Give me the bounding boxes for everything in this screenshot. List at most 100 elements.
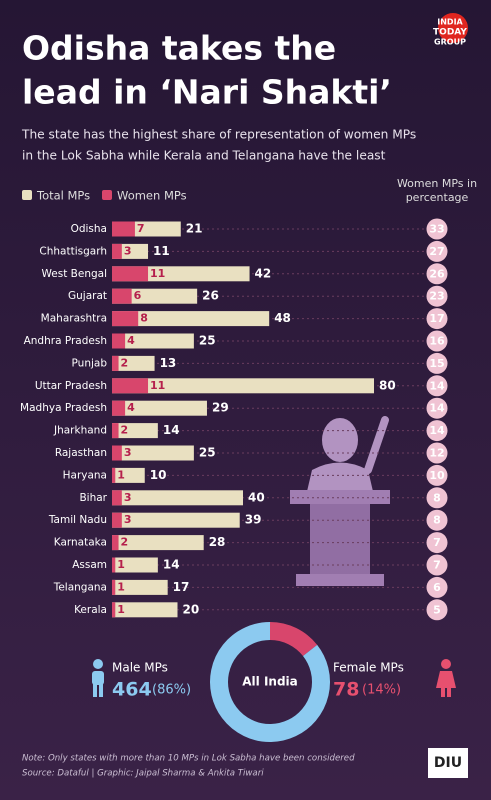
total-value: 48 (274, 311, 291, 325)
legend-label: Total MPs (36, 189, 90, 203)
percent-circle (426, 532, 448, 554)
total-value: 39 (245, 513, 262, 527)
category-label: Chhattisgarh (39, 245, 107, 257)
women-bar (112, 579, 116, 595)
women-bar (112, 445, 122, 461)
total-bar (112, 423, 158, 439)
male-arc (210, 622, 330, 742)
percent-value: 16 (429, 335, 445, 348)
male-icon (92, 659, 104, 697)
subtitle: in the Lok Sabha while Kerala and Telang… (22, 149, 386, 163)
percent-circle (426, 240, 448, 262)
badge: DIU (434, 755, 462, 771)
total-value: 11 (153, 244, 170, 258)
title: Odisha takes the (22, 29, 336, 68)
women-bar (112, 557, 116, 573)
bar-chart: Total MPs Women MPs Women MPs inpercentage… (20, 177, 477, 621)
category-label: Tamil Nadu (48, 514, 107, 526)
podium-top (290, 490, 390, 504)
podium-body (310, 504, 370, 574)
total-bar (112, 602, 178, 618)
total-bar (112, 579, 168, 595)
podium-base (296, 574, 384, 586)
percent-value: 23 (429, 290, 444, 303)
category-label: Odisha (71, 223, 107, 235)
percent-value: 6 (433, 581, 441, 594)
category-label: Uttar Pradesh (35, 380, 107, 392)
women-bar (112, 423, 119, 439)
category-label: West Bengal (42, 268, 108, 280)
icon-leg (447, 687, 451, 697)
total-bar (112, 333, 194, 349)
category-label: Gujarat (68, 290, 107, 302)
women-value: 3 (124, 244, 132, 257)
donut-center-label: All India (242, 675, 298, 689)
percent-circle (426, 397, 448, 419)
women-bar (112, 490, 122, 506)
icon-leg (93, 684, 97, 697)
female-icon (436, 659, 456, 697)
total-value: 10 (150, 468, 167, 482)
figure-head (322, 418, 358, 462)
total-value: 25 (199, 334, 216, 348)
icon-leg (99, 684, 103, 697)
donut (210, 622, 330, 742)
percent-circle (426, 442, 448, 464)
women-bar (112, 355, 119, 371)
percent-circle (426, 420, 448, 442)
percent-circle (426, 554, 448, 576)
total-bar (112, 400, 207, 416)
women-value: 11 (150, 379, 165, 392)
women-bar (112, 602, 116, 618)
women-value: 3 (124, 513, 132, 526)
women-value: 3 (124, 491, 132, 504)
category-label: Bihar (79, 492, 107, 504)
percent-value: 26 (429, 267, 445, 280)
total-bar (112, 535, 204, 551)
percent-circle (426, 576, 448, 598)
percent-value: 27 (429, 245, 444, 258)
percent-value: 15 (429, 357, 444, 370)
category-label: Assam (72, 559, 107, 571)
legend-swatch (22, 190, 32, 200)
percent-circle (426, 375, 448, 397)
women-bar (112, 288, 132, 304)
logo-text: TODAY (433, 28, 467, 38)
icon-leg (441, 687, 445, 697)
women-value: 3 (124, 446, 132, 459)
total-value: 42 (255, 266, 272, 280)
logo-text: GROUP (434, 38, 466, 47)
women-bar (112, 311, 139, 327)
percent-value: 7 (433, 536, 441, 549)
percent-circle (426, 487, 448, 509)
footnote: Note: Only states with more than 10 MPs … (22, 754, 355, 764)
percent-value: 8 (433, 491, 441, 504)
women-bar (112, 512, 122, 528)
percent-value: 12 (429, 447, 444, 460)
women-value: 4 (127, 334, 135, 347)
male-label: Male MPs (112, 661, 168, 675)
category-label: Kerala (74, 604, 107, 616)
total-value: 25 (199, 446, 216, 460)
women-value: 4 (127, 401, 135, 414)
total-value: 14 (163, 558, 180, 572)
total-value: 14 (163, 423, 180, 437)
male-share: (86%) (152, 683, 191, 698)
women-bar (112, 221, 135, 237)
women-value: 1 (117, 468, 125, 481)
total-bar (112, 288, 198, 304)
women-value: 2 (121, 536, 129, 549)
percent-circle (426, 352, 448, 374)
logo: INDIA TODAY GROUP (433, 13, 468, 47)
legend-swatch (102, 190, 112, 200)
women-value: 1 (117, 558, 125, 571)
category-label: Andhra Pradesh (24, 335, 107, 347)
percent-circle (426, 285, 448, 307)
category-label: Haryana (63, 469, 107, 481)
source: Source: Dataful | Graphic: Jaipal Sharma… (22, 769, 264, 779)
women-value: 2 (121, 356, 129, 369)
male-value: 464 (112, 679, 152, 701)
percent-value: 14 (429, 379, 445, 392)
total-value: 40 (248, 490, 265, 504)
total-bar (112, 557, 158, 573)
